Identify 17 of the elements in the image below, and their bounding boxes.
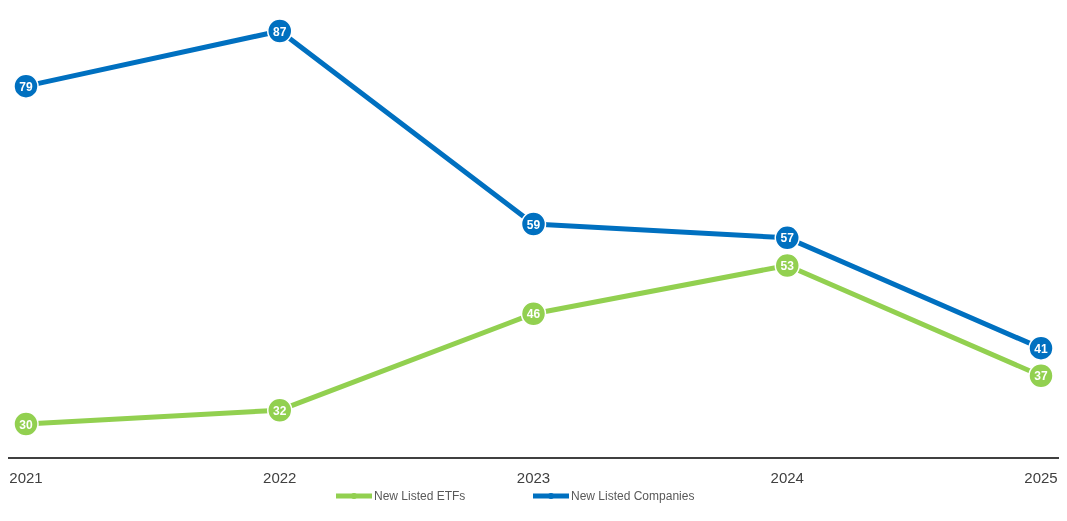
data-label: 59 [526,217,541,232]
x-tick-label: 2024 [770,469,804,486]
x-tick-label: 2025 [1024,469,1058,486]
data-label: 41 [1034,341,1048,356]
legend-label: New Listed ETFs [374,489,466,503]
x-tick-label: 2023 [516,469,551,486]
data-label: 79 [19,79,33,94]
data-label: 37 [1034,369,1048,384]
data-label: 87 [273,24,287,39]
data-label: 57 [780,231,795,246]
x-tick-label: 2022 [263,469,297,486]
data-label: 30 [19,417,33,432]
data-label: 46 [526,307,541,322]
data-label: 53 [780,258,795,273]
x-tick-label: 2021 [9,469,43,486]
data-label: 32 [273,403,287,418]
legend-label: New Listed Companies [571,489,695,503]
